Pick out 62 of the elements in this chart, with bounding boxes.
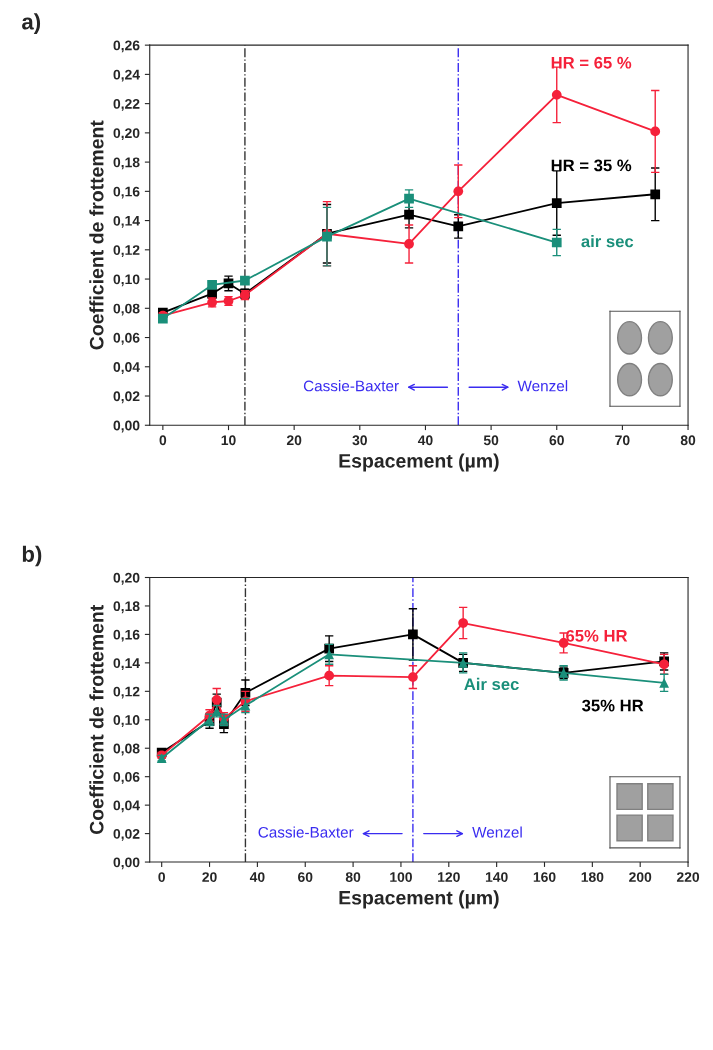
- series-label: HR = 35 %: [551, 159, 632, 172]
- y-tick-label: 0,20: [113, 572, 140, 585]
- y-tick-label: 0,04: [113, 800, 140, 813]
- y-tick-label: 0,12: [113, 245, 140, 257]
- y-tick-label: 0,00: [113, 420, 140, 433]
- chart-title: b): [22, 545, 42, 567]
- y-tick-label: 0,26: [113, 40, 140, 53]
- x-tick-label: 40: [417, 435, 433, 446]
- y-tick-label: 0,16: [113, 629, 140, 642]
- y-tick-label: 0,18: [113, 157, 140, 170]
- annotation: Wenzel: [517, 380, 568, 392]
- y-tick-label: 0,24: [113, 69, 140, 82]
- y-tick-label: 0,02: [113, 391, 140, 404]
- y-tick-label: 0,18: [113, 601, 140, 614]
- annotation: Cassie-Baxter: [303, 380, 399, 392]
- x-tick-label: 80: [345, 872, 361, 882]
- x-tick-label: 200: [629, 872, 652, 882]
- y-tick-label: 0,04: [113, 362, 140, 374]
- x-tick-label: 20: [286, 435, 302, 446]
- annotation: Cassie-Baxter: [258, 826, 354, 838]
- x-tick-label: 10: [221, 435, 236, 446]
- x-tick-label: 220: [676, 872, 700, 882]
- x-tick-label: 0: [159, 435, 167, 446]
- x-tick-label: 70: [615, 435, 630, 446]
- y-tick-label: 0,14: [113, 215, 140, 228]
- x-tick-label: 60: [549, 435, 564, 446]
- x-tick-label: 140: [485, 872, 508, 882]
- x-tick-label: 180: [581, 872, 604, 882]
- series-label: 65% HR: [566, 629, 628, 642]
- y-tick-label: 0,10: [113, 274, 140, 287]
- y-axis-title: Coefficient de frottement: [89, 120, 104, 350]
- x-tick-label: 80: [680, 435, 696, 446]
- y-tick-label: 0,22: [113, 98, 140, 111]
- series-label: 35% HR: [582, 699, 644, 712]
- x-tick-label: 30: [352, 435, 367, 446]
- series-label: air sec: [581, 235, 634, 248]
- x-axis-title: Espacement (µm): [339, 890, 499, 909]
- y-tick-label: 0,14: [113, 658, 140, 671]
- y-tick-label: 0,06: [113, 772, 140, 784]
- y-tick-label: 0,12: [113, 686, 140, 699]
- x-tick-label: 20: [202, 872, 217, 882]
- y-tick-label: 0,00: [113, 857, 140, 870]
- x-tick-label: 100: [390, 872, 412, 882]
- x-tick-label: 120: [438, 872, 460, 882]
- y-tick-label: 0,06: [113, 332, 140, 345]
- x-tick-label: 40: [249, 872, 265, 882]
- y-tick-label: 0,16: [113, 186, 140, 199]
- x-axis-title: Espacement (µm): [339, 453, 499, 472]
- x-tick-label: 50: [483, 435, 499, 446]
- series-label: Air sec: [464, 677, 519, 691]
- chart-title: a): [22, 13, 41, 35]
- y-tick-label: 0,08: [113, 743, 140, 756]
- series-label: HR = 65 %: [551, 56, 632, 69]
- x-tick-label: 0: [158, 872, 165, 882]
- y-axis-title: Coefficient de frottement: [89, 604, 104, 835]
- y-tick-label: 0,08: [113, 303, 140, 316]
- annotation: Wenzel: [472, 826, 522, 838]
- y-tick-label: 0,20: [113, 128, 140, 141]
- x-tick-label: 160: [533, 872, 556, 882]
- y-tick-label: 0,02: [113, 828, 140, 841]
- y-tick-label: 0,10: [113, 715, 140, 727]
- x-tick-label: 60: [298, 872, 313, 882]
